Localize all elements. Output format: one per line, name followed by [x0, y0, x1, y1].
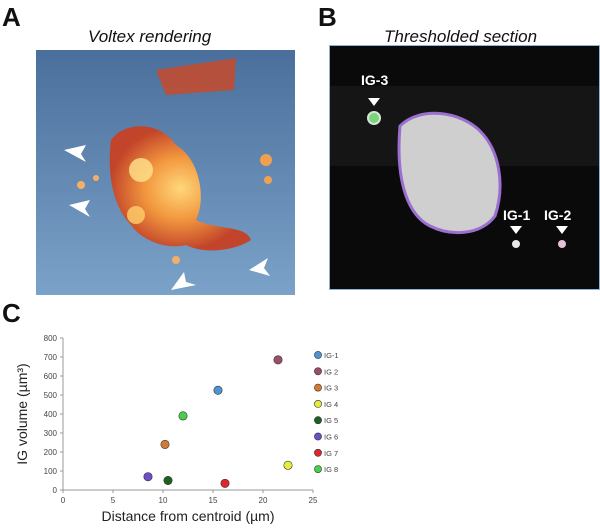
x-tick-label: 20 — [259, 496, 268, 505]
x-tick-label: 5 — [111, 496, 116, 505]
data-point — [283, 460, 293, 470]
y-axis-label: IG volume (µm³) — [14, 363, 30, 464]
legend-marker — [314, 383, 322, 392]
data-point — [220, 478, 230, 488]
y-tick-label: 0 — [53, 486, 58, 495]
x-tick-label: 15 — [209, 496, 218, 505]
panel-b-title: Thresholded section — [384, 27, 538, 46]
y-tick-label: 400 — [44, 410, 58, 419]
legend-label: IG 6 — [324, 433, 338, 442]
y-tick-label: 700 — [44, 353, 58, 362]
legend-label: IG 2 — [324, 367, 338, 376]
panel-a-letter: A — [2, 2, 21, 32]
legend-marker — [314, 432, 322, 441]
voltex-rendering-image — [36, 50, 295, 295]
legend-marker — [314, 400, 322, 408]
arrowhead-icon — [64, 145, 86, 162]
y-tick-label: 800 — [44, 334, 58, 343]
x-tick-label: 10 — [159, 496, 168, 505]
label-ig-2: IG-2 — [544, 207, 572, 223]
legend-marker — [314, 465, 322, 473]
label-ig-3: IG-3 — [361, 72, 389, 88]
legend-marker — [314, 448, 322, 457]
y-tick-label: 600 — [44, 372, 58, 381]
data-point — [160, 439, 170, 449]
y-tick-label: 100 — [44, 467, 58, 476]
x-tick-label: 25 — [309, 496, 318, 505]
legend-label: IG 5 — [324, 416, 338, 425]
data-point — [163, 476, 173, 486]
legend-label: IG 4 — [324, 400, 338, 409]
panel-a-title: Voltex rendering — [88, 27, 212, 46]
data-point — [178, 411, 188, 421]
panel-b-letter: B — [318, 2, 337, 32]
x-axis-label: Distance from centroid (µm) — [102, 508, 275, 524]
data-point — [213, 385, 223, 395]
arrowhead-icon — [510, 226, 522, 234]
legend-marker — [314, 351, 322, 359]
data-point — [273, 355, 283, 365]
legend-label: IG 3 — [324, 384, 338, 393]
y-tick-label: 500 — [44, 391, 58, 400]
panel-c-letter: C — [2, 298, 21, 328]
arrowhead-icon — [249, 258, 270, 276]
arrowhead-icon — [69, 200, 90, 217]
arrowhead-icon — [556, 226, 568, 234]
legend-label: IG-1 — [324, 351, 339, 360]
arrowhead-icon — [368, 98, 380, 106]
legend-marker — [314, 367, 322, 376]
scatter-chart: 0 100 200 300 400 500 600 700 800 0 5 10 15 20 25 Dista… — [14, 334, 339, 524]
data-point — [143, 472, 153, 482]
x-tick-label: 0 — [61, 496, 66, 505]
y-tick-label: 300 — [44, 429, 58, 438]
thresholded-section-image: IG-3 IG-1 IG-2 — [329, 45, 600, 290]
legend-marker — [314, 416, 322, 425]
legend-label: IG 8 — [324, 465, 338, 474]
label-ig-1: IG-1 — [503, 207, 531, 223]
y-tick-label: 200 — [44, 448, 58, 457]
legend-label: IG 7 — [324, 449, 338, 458]
arrowhead-icon — [171, 272, 196, 290]
